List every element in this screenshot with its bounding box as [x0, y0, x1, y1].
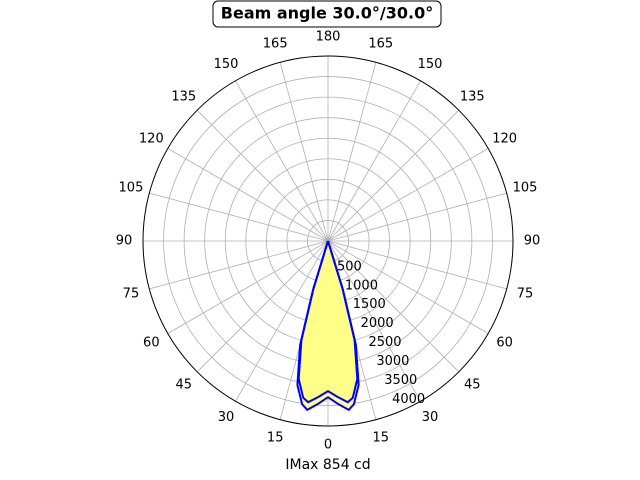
grid-spoke — [196, 240, 329, 373]
theta-tick-label: 45 — [175, 378, 192, 393]
beam-line — [297, 240, 359, 404]
grid-spoke — [327, 109, 460, 242]
theta-tick-label: 15 — [373, 431, 390, 446]
grid-spoke — [327, 62, 377, 242]
r-tick-label: 1500 — [353, 297, 386, 312]
grid-spoke — [279, 62, 329, 242]
grid-spoke — [167, 240, 329, 334]
grid-spoke — [167, 148, 329, 242]
r-tick-label: 2000 — [361, 316, 394, 331]
grid-spoke — [327, 240, 507, 290]
theta-tick-label: 105 — [513, 181, 538, 196]
grid-spoke — [327, 148, 489, 242]
grid-spoke — [149, 240, 329, 290]
theta-tick-label: 165 — [368, 36, 393, 51]
theta-tick-label: 30 — [422, 410, 439, 425]
r-tick-label: 500 — [337, 259, 362, 274]
theta-tick-label: 30 — [218, 410, 235, 425]
chart-title: Beam angle 30.0°/30.0° — [221, 4, 433, 23]
grid-spoke — [235, 240, 329, 402]
grid-spoke — [149, 192, 329, 242]
theta-tick-label: 60 — [143, 336, 160, 351]
grid-spoke — [327, 192, 507, 242]
title-box — [212, 0, 442, 28]
theta-tick-label: 75 — [517, 286, 534, 301]
theta-tick-label: 150 — [418, 57, 443, 72]
theta-tick-label: 75 — [123, 286, 140, 301]
polar-frame — [142, 55, 514, 427]
theta-tick-label: 165 — [263, 36, 288, 51]
theta-tick-label: 60 — [496, 336, 513, 351]
grid-spoke — [327, 240, 489, 334]
grid-spoke — [235, 80, 329, 242]
theta-tick-label: 45 — [464, 378, 481, 393]
r-tick-label: 2500 — [368, 335, 401, 350]
theta-tick-label: 105 — [119, 181, 144, 196]
theta-tick-label: 150 — [214, 57, 239, 72]
theta-tick-label: 180 — [316, 30, 341, 45]
x-axis-label: IMax 854 cd — [285, 457, 370, 473]
r-tick-label: 3500 — [384, 373, 417, 388]
theta-tick-label: 90 — [524, 234, 541, 249]
grid-spoke — [327, 240, 460, 373]
theta-tick-label: 0 — [324, 438, 332, 453]
grid-spoke — [327, 240, 421, 402]
theta-tick-label: 15 — [267, 431, 284, 446]
theta-tick-label: 135 — [171, 89, 196, 104]
r-tick-label: 1000 — [345, 278, 378, 293]
r-tick-label: 3000 — [376, 354, 409, 369]
theta-tick-label: 120 — [492, 132, 517, 147]
r-tick-label: 4000 — [392, 392, 425, 407]
grid-spoke — [196, 109, 329, 242]
beam-fill — [298, 241, 358, 403]
theta-tick-label: 135 — [460, 89, 485, 104]
theta-tick-label: 90 — [116, 234, 133, 249]
theta-tick-label: 120 — [139, 132, 164, 147]
grid-spoke — [327, 80, 421, 242]
